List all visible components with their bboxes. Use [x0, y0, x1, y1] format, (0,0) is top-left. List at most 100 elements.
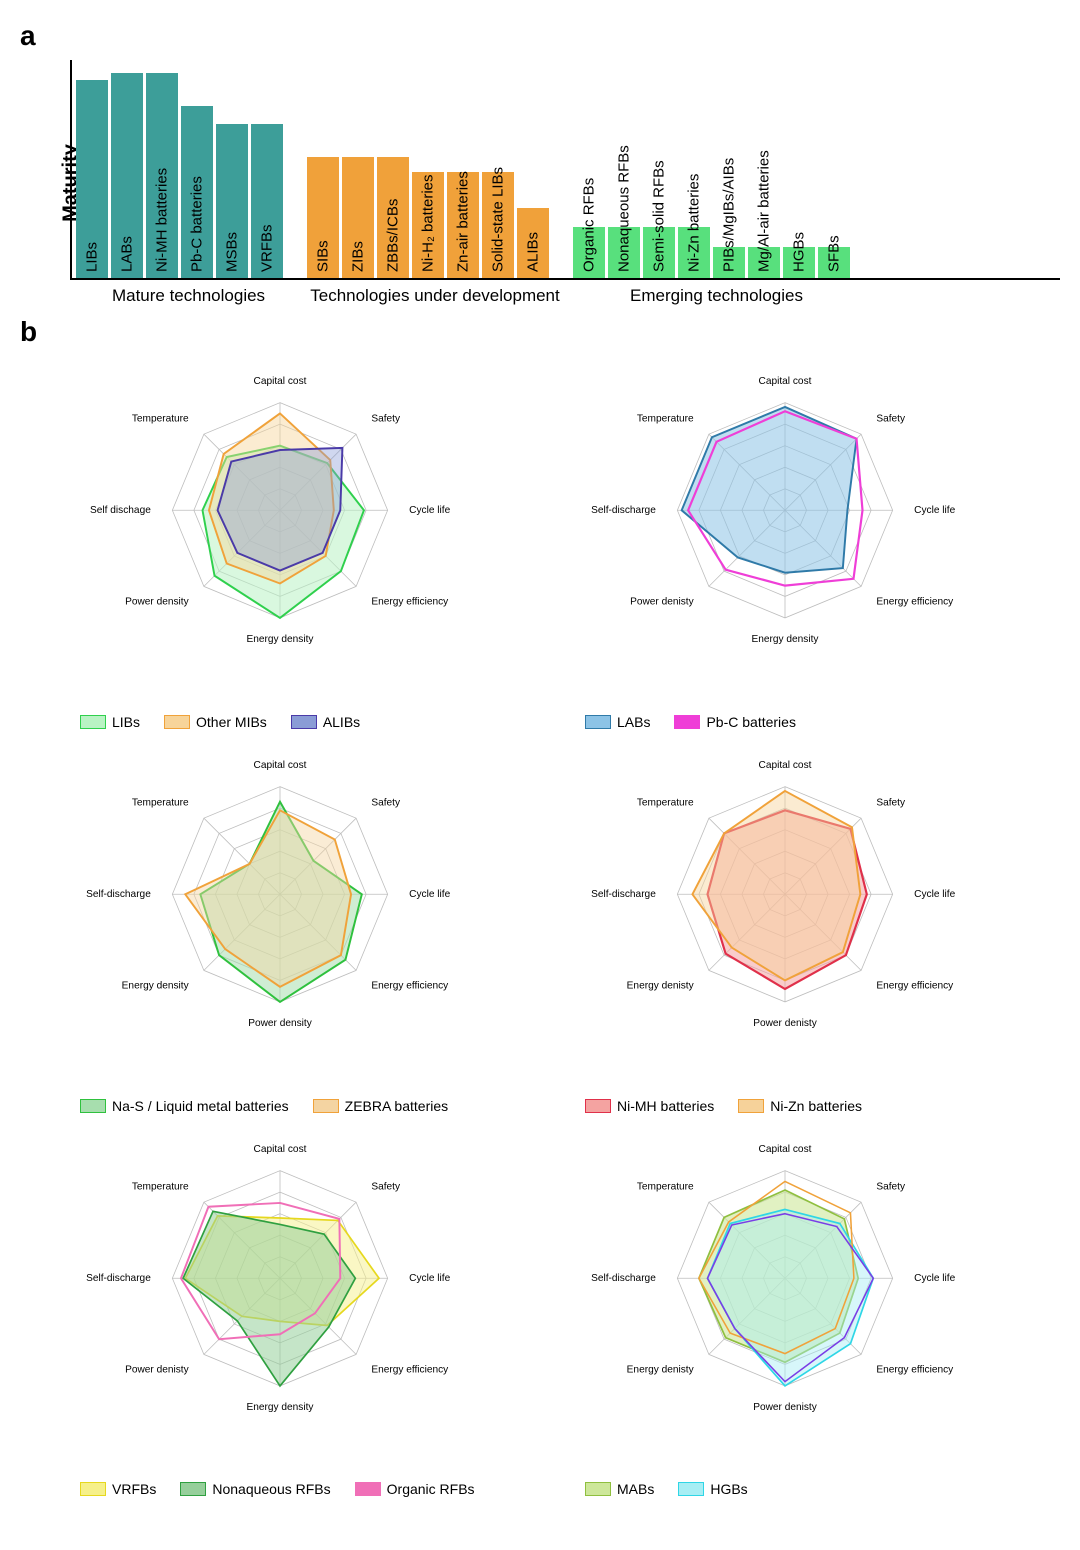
bar: Nonaqueous RFBs	[608, 227, 640, 278]
bar: Zn-air batteries	[447, 172, 479, 278]
legend-label: Nonaqueous RFBs	[212, 1481, 330, 1497]
bar-label: Pb-C batteries	[189, 176, 206, 272]
group-label: Technologies under development	[303, 286, 567, 306]
radar-axis-label: Cycle life	[914, 889, 955, 900]
group-label: Emerging technologies	[567, 286, 866, 306]
legend-swatch	[291, 715, 317, 729]
radar-axis-label: Power denisty	[753, 1402, 818, 1413]
bar: ZBBs/ICBs	[377, 157, 409, 278]
bar-label: ZIBs	[350, 241, 367, 272]
radar-axis-label: Safety	[371, 1181, 401, 1192]
legend-label: Other MIBs	[196, 714, 267, 730]
radar-axis-label: Capital cost	[759, 376, 812, 387]
bar: SIBs	[307, 157, 339, 278]
bar: Organic RFBs	[573, 227, 605, 278]
radar-axis-label: Energy density	[752, 634, 820, 645]
radar-axis-label: Energy efficiency	[371, 980, 449, 991]
panel-a-label: a	[20, 20, 1060, 52]
legend-label: Ni-MH batteries	[617, 1098, 714, 1114]
radar-series	[185, 810, 351, 987]
bar-group: SIBs ZIBs ZBBs/ICBs Ni-H₂ batteries Zn-air b…	[307, 157, 549, 278]
legend-swatch	[313, 1099, 339, 1113]
radar-axis-label: Power denisty	[753, 1018, 818, 1029]
bar: Semi-solid RFBs	[643, 227, 675, 278]
radar-axis-label: Capital cost	[254, 760, 307, 771]
radar-legend: VRFBs Nonaqueous RFBs Organic RFBs	[50, 1481, 535, 1497]
legend-item: VRFBs	[80, 1481, 156, 1497]
radar-axis-label: Self-discharge	[591, 505, 656, 516]
bar-label: Ni-Zn batteries	[686, 174, 703, 272]
radar-axis-label: Energy density	[247, 634, 315, 645]
radar-axis-label: Energy efficiency	[876, 596, 954, 607]
legend-item: Na-S / Liquid metal batteries	[80, 1098, 289, 1114]
radar-axis-label: Power density	[125, 596, 190, 607]
radar-axis-label: Cycle life	[914, 505, 955, 516]
legend-item: MABs	[585, 1481, 654, 1497]
bar-label: Semi-solid RFBs	[651, 160, 668, 272]
bar-label: Zn-air batteries	[455, 171, 472, 272]
bar-group: Organic RFBsNonaqueous RFBsSemi-solid RF…	[573, 227, 850, 278]
radar-chart-grid: Capital cost Safety Cycle life Energy effic…	[50, 356, 1040, 1497]
legend-item: Ni-MH batteries	[585, 1098, 714, 1114]
legend-label: Na-S / Liquid metal batteries	[112, 1098, 289, 1114]
radar-cell: Capital costSafetyCycle lifeEnergy effic…	[50, 740, 535, 1114]
legend-swatch	[585, 1099, 611, 1113]
radar-legend: Na-S / Liquid metal batteries ZEBRA batte…	[50, 1098, 535, 1114]
legend-swatch	[674, 715, 700, 729]
legend-item: LABs	[585, 714, 650, 730]
bar-label: ZBBs/ICBs	[385, 199, 402, 272]
bar: PIBs/MgIBs/AIBs	[713, 247, 745, 278]
radar-axis-label: Self-discharge	[86, 1273, 151, 1284]
radar-chart: Capital costSafetyCycle lifeEnergy effic…	[555, 1124, 1015, 1483]
bar-label: Ni-MH batteries	[154, 168, 171, 272]
radar-legend: LABsPb-C batteries	[555, 714, 1040, 730]
radar-axis-label: Capital cost	[254, 1143, 307, 1154]
legend-item: ALIBs	[291, 714, 360, 730]
bar-label: Ni-H₂ batteries	[420, 174, 437, 272]
radar-axis-label: Safety	[371, 797, 401, 808]
bar: HGBs	[783, 247, 815, 278]
radar-axis-label: Capital cost	[759, 1143, 812, 1154]
group-label: Mature technologies	[74, 286, 303, 306]
radar-axis-label: Power density	[248, 1018, 313, 1029]
bar-label: Organic RFBs	[581, 178, 598, 272]
radar-axis-label: Energy density	[247, 1402, 315, 1413]
radar-axis-label: Power denisty	[125, 1364, 190, 1375]
radar-axis-label: Temperature	[637, 414, 694, 425]
radar-axis-label: Cycle life	[409, 505, 450, 516]
legend-label: VRFBs	[112, 1481, 156, 1497]
radar-axis-label: Energy efficiency	[371, 596, 449, 607]
radar-cell: Capital costSafetyCycle lifeEnergy effic…	[555, 356, 1040, 730]
radar-chart: Capital costSafetyCycle lifeEnergy effic…	[50, 740, 510, 1099]
radar-axis-label: Safety	[876, 797, 906, 808]
legend-item: HGBs	[678, 1481, 747, 1497]
legend-label: Ni-Zn batteries	[770, 1098, 862, 1114]
radar-axis-label: Self-discharge	[86, 889, 151, 900]
radar-axis-label: Energy efficiency	[371, 1364, 449, 1375]
legend-swatch	[678, 1482, 704, 1496]
radar-legend: MABs HGBs	[555, 1481, 1040, 1497]
legend-item: Ni-Zn batteries	[738, 1098, 862, 1114]
bar-label: LABs	[119, 236, 136, 272]
legend-swatch	[355, 1482, 381, 1496]
radar-axis-label: Safety	[371, 414, 401, 425]
radar-series	[682, 407, 857, 573]
legend-item: ZEBRA batteries	[313, 1098, 449, 1114]
bar-label: MSBs	[224, 232, 241, 272]
bar: Mg/Al-air batteries	[748, 247, 780, 278]
legend-item: Other MIBs	[164, 714, 267, 730]
radar-legend: LIBsOther MIBsALIBs	[50, 714, 535, 730]
bar: VRFBs	[251, 124, 283, 278]
bar: Pb-C batteries	[181, 106, 213, 278]
bar-label: LIBs	[84, 242, 101, 272]
radar-cell: Capital costSafetyCycle lifeEnergy effic…	[50, 1124, 535, 1498]
legend-label: ALIBs	[323, 714, 360, 730]
legend-item: Organic RFBs	[355, 1481, 475, 1497]
bar-chart-area: LIBs LABs Ni-MH batteries Pb-C batteries MSB…	[70, 60, 1060, 280]
legend-swatch	[585, 1482, 611, 1496]
bar-label: ALIBs	[525, 232, 542, 272]
radar-chart: Capital costSafetyCycle lifeEnergy effic…	[555, 356, 1015, 715]
legend-swatch	[80, 1482, 106, 1496]
legend-swatch	[80, 715, 106, 729]
radar-cell: Capital costSafetyCycle lifeEnergy effic…	[555, 1124, 1040, 1498]
